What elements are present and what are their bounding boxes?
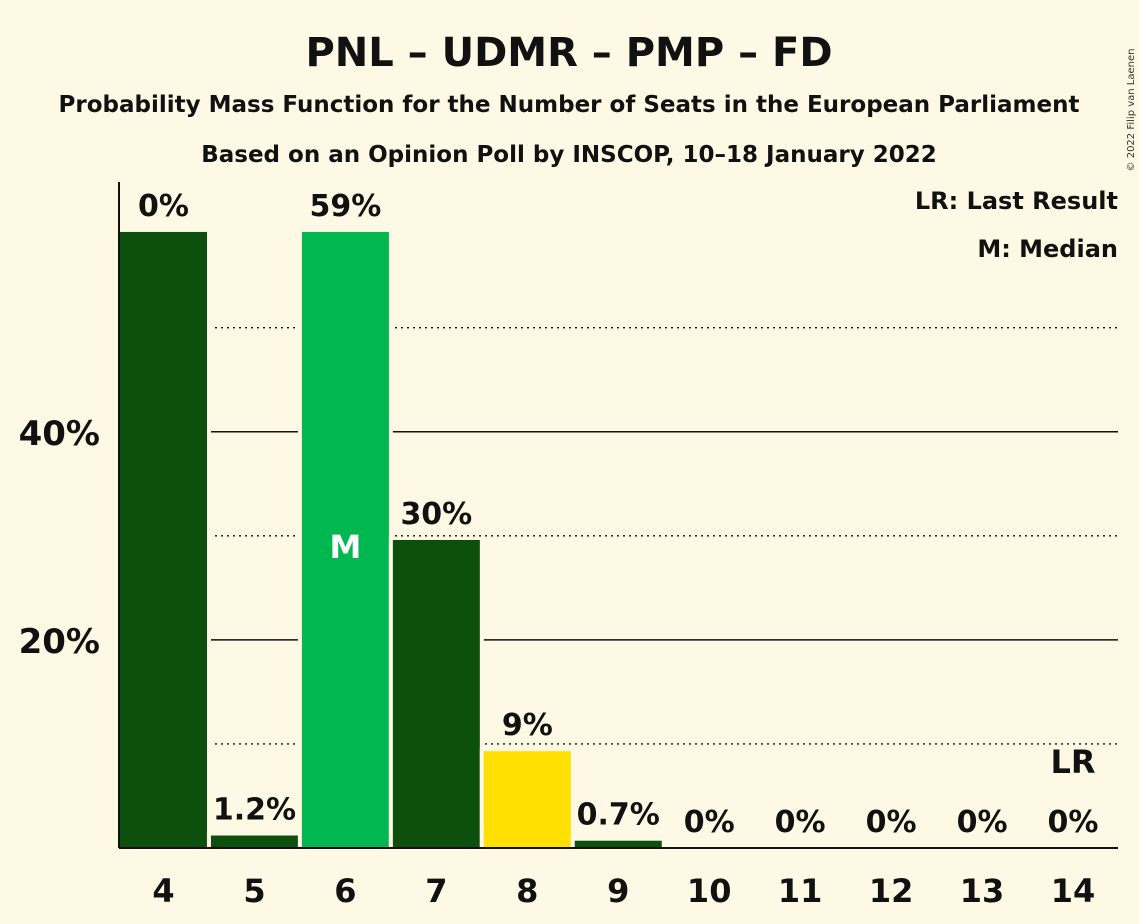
x-tick-label-13: 13 <box>960 872 1005 910</box>
data-label-9: 0.7% <box>577 798 660 833</box>
label-layer: 0% 1.2% 59% M 30% 9% 0.7% 0% 0% 0% 0% 0% LR <box>138 189 1098 840</box>
data-label-4: 0% <box>138 189 189 224</box>
bar-7 <box>392 539 480 848</box>
x-tick-label-9: 9 <box>607 872 629 910</box>
bar-layer <box>116 228 666 848</box>
x-tick-label-11: 11 <box>778 872 823 910</box>
bar-5 <box>210 835 298 848</box>
x-tick-label-5: 5 <box>243 872 265 910</box>
chart-subtitle-source: Based on an Opinion Poll by INSCOP, 10–1… <box>201 142 937 168</box>
data-label-8: 9% <box>502 708 553 743</box>
data-label-13: 0% <box>957 805 1008 840</box>
axis-layer: 20% 40% 4 5 6 7 8 9 10 11 12 13 14 <box>19 182 1118 910</box>
last-result-marker: LR <box>1050 743 1095 781</box>
data-label-5: 1.2% <box>213 793 296 828</box>
bar-9 <box>574 840 662 848</box>
legend-median: M: Median <box>977 235 1118 263</box>
data-label-6: 59% <box>309 189 381 224</box>
x-tick-label-12: 12 <box>869 872 914 910</box>
x-tick-label-4: 4 <box>152 872 174 910</box>
y-tick-label: 20% <box>19 622 100 662</box>
data-label-14: 0% <box>1048 805 1099 840</box>
data-label-10: 0% <box>684 805 735 840</box>
data-label-7: 30% <box>400 497 472 532</box>
y-tick-label: 40% <box>19 414 100 454</box>
data-label-11: 0% <box>775 805 826 840</box>
chart-subtitle: Probability Mass Function for the Number… <box>59 92 1080 118</box>
bar-4 <box>120 231 207 848</box>
x-tick-label-14: 14 <box>1051 872 1096 910</box>
x-tick-label-7: 7 <box>425 872 447 910</box>
median-marker: M <box>329 528 361 566</box>
x-tick-label-6: 6 <box>334 872 356 910</box>
data-label-12: 0% <box>866 805 917 840</box>
grid-layer <box>119 327 1118 745</box>
bar-8 <box>483 751 571 848</box>
bar-6 <box>301 231 389 848</box>
legend-last-result: LR: Last Result <box>915 187 1118 215</box>
x-tick-label-8: 8 <box>516 872 538 910</box>
chart-title: PNL – UDMR – PMP – FD <box>305 30 832 76</box>
copyright-notice: © 2022 Filip van Laenen <box>1126 49 1137 172</box>
x-tick-label-10: 10 <box>687 872 732 910</box>
